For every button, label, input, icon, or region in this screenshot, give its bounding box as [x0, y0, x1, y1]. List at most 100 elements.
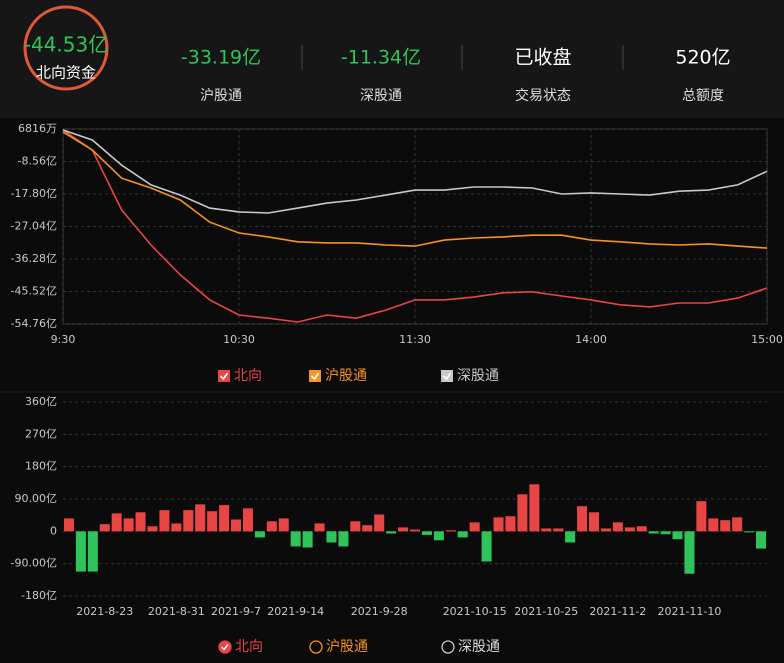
legend-radio[interactable]	[309, 640, 323, 654]
bar	[386, 531, 397, 534]
bar	[362, 525, 373, 532]
stat-label: 沪股通	[200, 88, 242, 104]
y-tick-label: 270亿	[25, 427, 57, 440]
bar	[732, 517, 743, 532]
stat-label: 深股通	[360, 88, 402, 104]
bar	[708, 518, 719, 532]
bar	[159, 510, 170, 532]
x-tick-label: 2021-9-14	[267, 605, 324, 618]
bar	[111, 513, 122, 532]
header-bg	[0, 0, 784, 118]
y-tick-label: 360亿	[25, 395, 57, 408]
y-tick-label: 6816万	[18, 122, 57, 135]
bar	[63, 518, 74, 532]
line-series	[62, 129, 768, 323]
bar	[457, 531, 468, 538]
line-series	[62, 129, 768, 214]
bar	[374, 514, 385, 532]
legend-radio[interactable]	[218, 640, 232, 654]
legend-checkbox[interactable]	[441, 370, 453, 382]
legend-label: 深股通	[458, 639, 500, 655]
bar	[421, 531, 432, 535]
bar	[75, 531, 86, 572]
bar	[577, 506, 588, 532]
bar	[338, 531, 349, 547]
bar	[326, 531, 337, 543]
bar	[612, 522, 623, 532]
bar	[266, 521, 277, 532]
stat-label: 总额度	[682, 88, 724, 104]
bar	[720, 520, 731, 532]
bar	[529, 484, 540, 532]
bar	[195, 504, 206, 532]
bar	[350, 521, 361, 532]
bar	[445, 530, 456, 532]
bar	[183, 510, 194, 532]
x-tick-label: 2021-8-23	[76, 605, 133, 618]
bar	[433, 531, 444, 541]
bar	[744, 531, 755, 533]
x-tick-label: 2021-10-15	[443, 605, 507, 618]
y-tick-label: 0	[50, 524, 57, 537]
y-tick-label: -36.28亿	[11, 252, 57, 265]
bar	[493, 517, 504, 532]
stat-value: -33.19亿	[181, 47, 261, 69]
bar	[505, 516, 516, 532]
x-tick-label: 2021-10-25	[514, 605, 578, 618]
bar	[219, 505, 230, 532]
stat-value: -11.34亿	[341, 47, 421, 69]
legend-label: 深股通	[457, 368, 499, 384]
y-tick-label: 180亿	[25, 460, 57, 473]
legend-checkbox[interactable]	[218, 370, 230, 382]
bar	[469, 522, 480, 532]
x-tick-label: 2021-9-7	[211, 605, 261, 618]
x-tick-label: 11:30	[399, 333, 431, 346]
legend-label: 沪股通	[325, 368, 367, 384]
x-tick-label: 9:30	[51, 333, 76, 346]
x-tick-label: 15:00	[751, 333, 783, 346]
bar	[481, 531, 492, 562]
bar	[541, 528, 552, 532]
bar	[756, 531, 767, 549]
bar	[242, 508, 253, 532]
y-tick-label: -180亿	[21, 589, 57, 602]
bar	[565, 531, 576, 543]
bar	[648, 531, 659, 534]
bar	[624, 527, 635, 532]
main-ring	[23, 5, 109, 91]
bar	[302, 531, 313, 548]
bar	[684, 531, 695, 574]
bar	[99, 524, 110, 532]
bar	[588, 512, 599, 532]
main-label: 北向资金	[36, 64, 96, 82]
bar	[278, 518, 289, 532]
legend-check	[442, 372, 452, 381]
line-series	[62, 131, 768, 249]
bar	[147, 526, 158, 532]
legend-label: 北向	[234, 368, 262, 384]
bar	[231, 519, 242, 532]
y-tick-label: 90.00亿	[15, 492, 58, 505]
bar	[553, 528, 564, 532]
legend-checkbox[interactable]	[309, 370, 321, 382]
bar	[135, 512, 146, 532]
bar	[207, 511, 218, 532]
legend-check	[219, 372, 229, 381]
legend-radio[interactable]	[441, 640, 455, 654]
stat-label: 交易状态	[515, 87, 571, 104]
bar	[254, 531, 265, 538]
bar	[171, 523, 182, 532]
legend-label: 沪股通	[326, 639, 368, 655]
bar	[600, 528, 611, 532]
main-value: -44.53亿	[24, 33, 108, 57]
bar	[314, 523, 325, 532]
legend-check	[220, 644, 229, 651]
x-tick-label: 2021-9-28	[351, 605, 408, 618]
x-tick-label: 2021-8-31	[148, 605, 205, 618]
bar	[696, 501, 707, 532]
y-tick-label: -27.04亿	[11, 220, 57, 233]
bar	[87, 531, 98, 572]
y-tick-label: -54.76亿	[11, 317, 57, 330]
